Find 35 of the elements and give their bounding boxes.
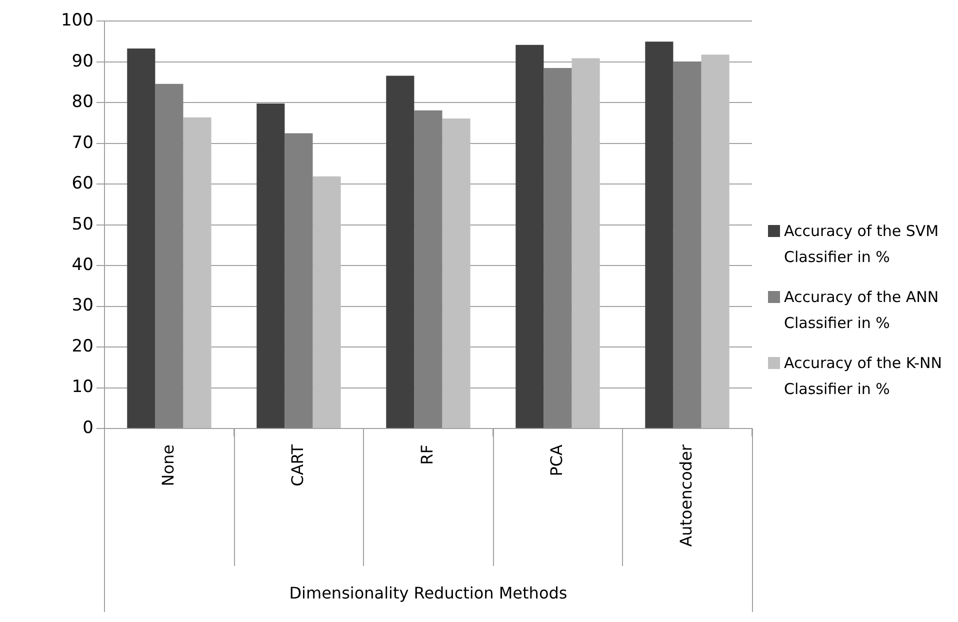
bar bbox=[127, 48, 156, 428]
bar bbox=[701, 54, 730, 428]
y-tick-label: 30 bbox=[72, 296, 94, 316]
bar bbox=[386, 76, 414, 428]
bar bbox=[673, 62, 702, 428]
legend-label: Accuracy of the ANN Classifier in % bbox=[784, 287, 940, 334]
bar bbox=[312, 176, 341, 428]
y-tick-label: 0 bbox=[82, 418, 94, 438]
legend-label: Accuracy of the K-NN Classifier in % bbox=[784, 353, 943, 400]
y-tick-label: 100 bbox=[60, 10, 94, 31]
bar bbox=[256, 103, 285, 428]
x-axis-title: Dimensionality Reduction Methods bbox=[289, 584, 568, 603]
y-tick-label: 40 bbox=[72, 255, 94, 276]
bar bbox=[442, 118, 470, 428]
legend-label: Accuracy of the SVM Classifier in % bbox=[784, 221, 940, 268]
x-tick-label: PCA bbox=[546, 444, 566, 476]
bar bbox=[284, 133, 313, 428]
x-tick-label: CART bbox=[288, 444, 307, 486]
x-tick-label: RF bbox=[417, 444, 436, 465]
bar bbox=[516, 44, 544, 428]
y-tick-label: 70 bbox=[72, 132, 94, 153]
y-tick-label: 60 bbox=[72, 174, 94, 194]
bar bbox=[544, 68, 572, 428]
bar bbox=[183, 117, 212, 428]
y-tick-label: 20 bbox=[72, 336, 94, 356]
x-tick-label: Autoencoder bbox=[676, 444, 696, 547]
x-tick-label: None bbox=[158, 444, 178, 486]
bar bbox=[414, 110, 442, 428]
bar bbox=[155, 84, 184, 428]
y-tick-label: 90 bbox=[72, 51, 94, 72]
y-tick-label: 10 bbox=[72, 377, 94, 398]
y-tick-label: 80 bbox=[72, 92, 94, 112]
bar bbox=[572, 58, 600, 428]
y-tick-label: 50 bbox=[72, 214, 94, 234]
bar bbox=[645, 42, 674, 428]
